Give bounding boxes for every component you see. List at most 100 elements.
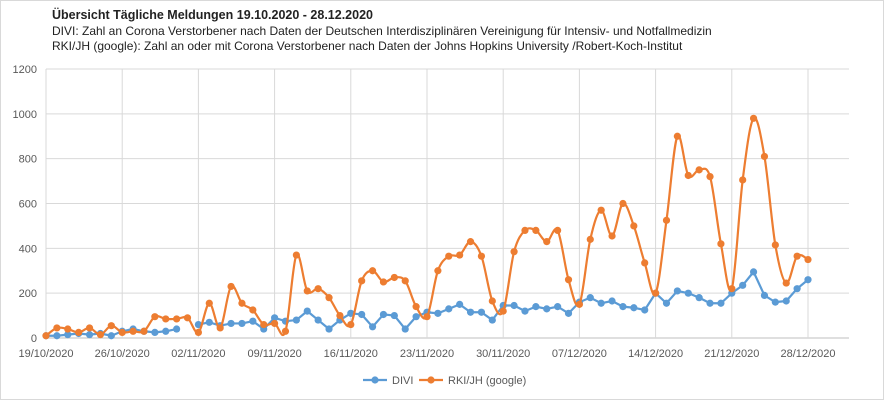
data-point-rki bbox=[488, 297, 496, 305]
data-point-rki bbox=[379, 278, 388, 286]
data-point-divi bbox=[173, 325, 181, 333]
data-point-rki bbox=[412, 303, 420, 311]
data-point-rki bbox=[129, 327, 137, 335]
data-point-divi bbox=[684, 289, 692, 297]
chart-title: Übersicht Tägliche Meldungen 19.10.2020 … bbox=[52, 8, 373, 22]
data-point-rki bbox=[238, 299, 246, 307]
data-point-divi bbox=[760, 291, 769, 300]
data-point-rki bbox=[793, 252, 801, 260]
x-tick-label: 07/12/2020 bbox=[552, 348, 607, 360]
data-point-rki bbox=[695, 166, 703, 174]
legend-label: DIVI bbox=[392, 375, 413, 387]
data-point-divi bbox=[641, 306, 649, 314]
data-point-divi bbox=[434, 309, 442, 317]
data-point-divi bbox=[249, 317, 257, 325]
data-point-divi bbox=[477, 308, 486, 316]
data-point-divi bbox=[717, 299, 725, 307]
x-tick-label: 19/10/2020 bbox=[18, 348, 73, 360]
data-point-rki bbox=[554, 226, 562, 234]
data-point-divi bbox=[662, 299, 671, 307]
y-tick-label: 800 bbox=[19, 154, 37, 166]
data-point-divi bbox=[412, 313, 420, 321]
data-point-divi bbox=[586, 294, 594, 302]
data-point-divi bbox=[325, 325, 333, 333]
y-tick-label: 400 bbox=[19, 243, 37, 255]
data-point-divi bbox=[554, 303, 562, 311]
data-point-divi bbox=[782, 297, 790, 305]
chart-subtitle-divi: DIVI: Zahl an Corona Verstorbener nach D… bbox=[52, 24, 712, 38]
data-point-rki bbox=[336, 311, 344, 320]
data-point-rki bbox=[564, 276, 573, 284]
data-point-rki bbox=[281, 327, 290, 335]
data-point-divi bbox=[445, 305, 453, 313]
data-point-rki bbox=[760, 152, 769, 161]
data-point-rki bbox=[368, 267, 377, 275]
chart-subtitle-rki: RKI/JH (google): Zahl an oder mit Corona… bbox=[52, 39, 683, 53]
data-point-divi bbox=[706, 299, 714, 307]
data-point-rki bbox=[292, 251, 300, 259]
data-point-divi bbox=[238, 319, 246, 328]
data-point-rki bbox=[434, 267, 442, 275]
data-point-divi bbox=[456, 300, 464, 308]
data-point-divi bbox=[271, 314, 279, 322]
data-point-rki bbox=[64, 325, 72, 333]
data-point-rki bbox=[53, 324, 61, 332]
data-point-rki bbox=[390, 273, 398, 282]
data-point-divi bbox=[608, 297, 616, 305]
legend-marker bbox=[427, 376, 435, 384]
data-point-divi bbox=[162, 327, 170, 335]
data-point-rki bbox=[619, 199, 627, 208]
data-point-rki bbox=[173, 315, 181, 323]
y-tick-label: 1000 bbox=[13, 109, 37, 121]
data-point-rki bbox=[586, 235, 594, 243]
data-point-rki bbox=[739, 176, 747, 184]
data-point-rki bbox=[749, 114, 758, 122]
data-point-divi bbox=[619, 303, 627, 311]
data-point-rki bbox=[96, 331, 105, 339]
x-tick-label: 09/11/2020 bbox=[247, 348, 301, 360]
y-tick-label: 600 bbox=[19, 199, 37, 211]
data-point-rki bbox=[314, 285, 322, 293]
data-point-rki bbox=[271, 319, 279, 328]
x-tick-label: 02/11/2020 bbox=[171, 348, 225, 360]
data-point-rki bbox=[510, 248, 518, 256]
data-point-rki bbox=[140, 327, 148, 335]
data-point-divi bbox=[749, 268, 758, 276]
data-point-rki bbox=[706, 173, 714, 181]
data-point-divi bbox=[564, 309, 573, 317]
data-point-rki bbox=[771, 241, 779, 249]
y-tick-label: 200 bbox=[19, 288, 37, 300]
data-point-divi bbox=[543, 305, 551, 313]
data-point-divi bbox=[347, 309, 355, 317]
data-point-rki bbox=[477, 252, 486, 260]
data-point-rki bbox=[608, 232, 616, 240]
x-tick-label: 30/11/2020 bbox=[476, 348, 530, 360]
data-point-rki bbox=[521, 226, 529, 234]
data-point-divi bbox=[390, 311, 398, 320]
data-point-rki bbox=[107, 322, 115, 330]
data-point-rki bbox=[75, 328, 83, 336]
y-tick-label: 1200 bbox=[13, 64, 37, 76]
data-point-rki bbox=[641, 259, 649, 267]
data-point-rki bbox=[456, 251, 464, 259]
data-point-rki bbox=[358, 277, 366, 285]
data-point-rki bbox=[423, 313, 431, 321]
data-point-rki bbox=[445, 252, 453, 260]
data-point-rki bbox=[260, 320, 268, 329]
data-point-rki bbox=[401, 277, 409, 285]
legend-marker bbox=[371, 376, 379, 384]
data-point-divi bbox=[368, 323, 377, 331]
data-point-rki bbox=[466, 238, 475, 246]
data-point-rki bbox=[42, 332, 50, 340]
data-point-divi bbox=[793, 285, 801, 293]
data-point-rki bbox=[782, 279, 790, 287]
data-point-divi bbox=[521, 307, 529, 315]
data-point-rki bbox=[151, 313, 159, 321]
x-tick-label: 16/11/2020 bbox=[324, 348, 378, 360]
legend-label: RKI/JH (google) bbox=[448, 375, 526, 387]
x-tick-label: 28/12/2020 bbox=[780, 348, 835, 360]
data-point-divi bbox=[739, 281, 747, 289]
data-point-rki bbox=[662, 216, 671, 224]
